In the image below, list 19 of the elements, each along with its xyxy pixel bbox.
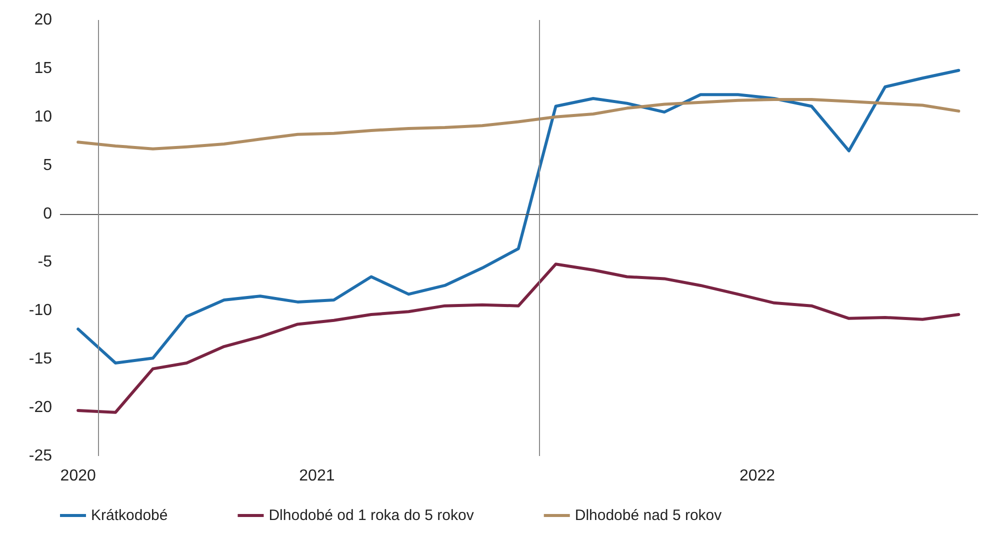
- y-tick-label: -10: [28, 302, 52, 320]
- y-tick-label: -15: [28, 350, 52, 368]
- y-tick-label: 15: [34, 60, 52, 77]
- legend-label: Dlhodobé od 1 roka do 5 rokov: [268, 507, 474, 524]
- y-tick-label: 5: [43, 156, 52, 174]
- x-tick-label: 2021: [299, 468, 335, 484]
- x-tick-label: 2022: [739, 468, 776, 484]
- line-series: [76, 262, 960, 414]
- line-series: [76, 68, 960, 364]
- y-tick-label: -5: [38, 254, 52, 271]
- y-tick-label: 0: [43, 205, 52, 222]
- legend-label: Krátkodobé: [91, 507, 168, 524]
- line-series: [76, 98, 960, 150]
- x-tick-label: 2020: [60, 468, 96, 484]
- y-tick-label: 10: [34, 108, 52, 126]
- legend-label: Dlhodobé nad 5 rokov: [574, 507, 722, 524]
- y-tick-label: -20: [28, 399, 52, 416]
- y-tick-label: -25: [28, 448, 52, 464]
- y-tick-label: 20: [34, 12, 52, 28]
